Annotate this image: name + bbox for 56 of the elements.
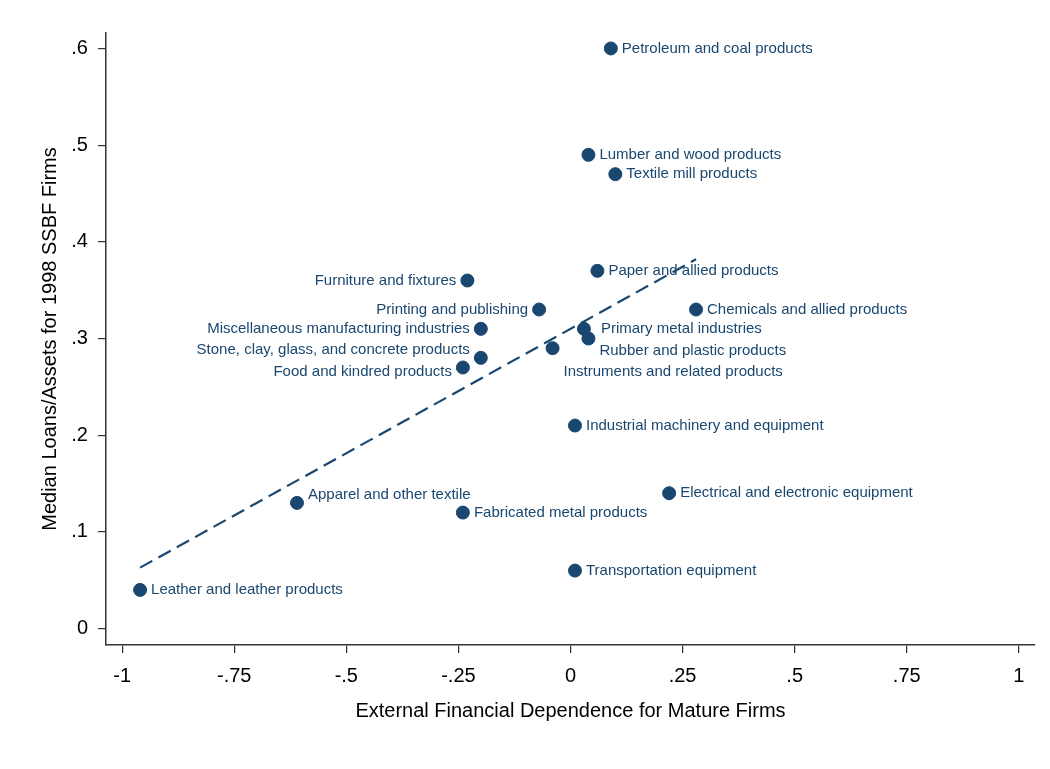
annotation: Rubber and plastic products [599,340,787,358]
annotation: Textile mill products [626,164,758,182]
point [662,486,677,501]
x-tick-label: .5 [786,663,804,686]
annotation: Industrial machinery and equipment [585,415,825,433]
x-tick-label: 1 [1013,663,1025,686]
annotation: Food and kindred products [273,361,452,379]
annotation: Furniture and fixtures [314,270,457,288]
point [603,41,618,56]
x-axis-title: External Financial Dependence for Mature Firms [355,698,786,721]
annotation: Instruments and related products [563,362,783,380]
x-tick-label: .25 [668,663,697,686]
annotation: Chemicals and allied products [707,299,908,317]
annotation: Primary metal industries [600,318,762,336]
annotation: Leather and leather products [151,580,343,598]
annotation: Printing and publishing [376,299,529,317]
y-tick-label: .1 [71,519,88,542]
x-tick-label: 0 [564,663,577,686]
annotation: Fabricated metal products [473,502,648,520]
point [532,302,547,317]
x-tick-label: -.25 [441,663,476,686]
annotation: Lumber and wood products [599,144,782,162]
x-tick-label: -.75 [217,663,252,686]
annotation: Petroleum and coal products [621,38,813,56]
point [590,263,605,278]
point [545,341,560,356]
point [473,350,488,365]
y-axis-title: Median Loans/Assets for 1998 SSBF Firms [37,147,60,531]
point [608,167,623,182]
x-tick-label: -1 [113,663,132,686]
point [567,563,582,578]
point [567,418,582,433]
point [455,505,470,520]
point [473,321,488,336]
annotation: Apparel and other textile [308,485,471,503]
x-tick-label: -.5 [334,663,358,686]
y-tick-label: .5 [71,132,88,155]
y-tick-label: 0 [76,616,88,639]
annotation: Transportation equipment [585,560,758,578]
y-tick-label: .4 [71,229,88,252]
x-tick-label: .75 [892,663,921,686]
point [460,273,475,288]
point [133,582,148,597]
y-tick-label: .6 [71,35,88,58]
annotation: Stone, clay, glass, and concrete products [196,339,470,357]
point [290,495,304,510]
annotation: Electrical and electronic equipment [680,483,914,501]
annotation: Miscellaneous manufacturing industries [207,318,470,336]
point [455,360,470,375]
point [581,331,596,346]
y-tick-label: .2 [71,422,88,445]
point [581,147,596,162]
point [689,302,704,317]
y-tick-label: .3 [71,326,88,349]
point [576,321,591,336]
annotation: Paper and allied products [608,260,779,278]
